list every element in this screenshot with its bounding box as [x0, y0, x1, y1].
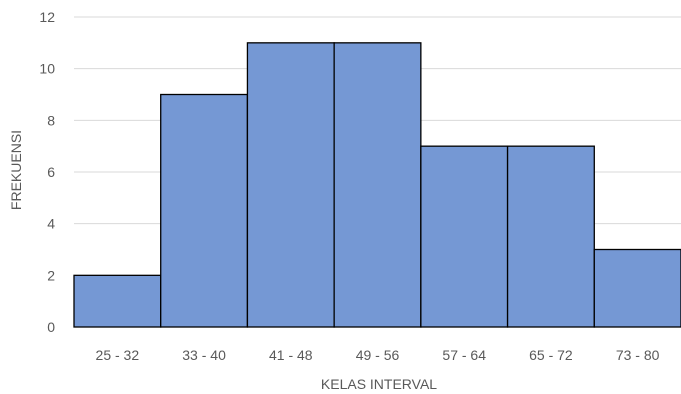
bar-5	[420, 145, 509, 328]
x-axis-ticks: 25 - 32 33 - 40 41 - 48 49 - 56 57 - 64 65 - …	[96, 347, 660, 363]
y-tick-label: 8	[47, 112, 55, 128]
x-tick-label: 33 - 40	[182, 347, 226, 363]
bar-2	[160, 93, 249, 328]
x-tick-label: 73 - 80	[616, 347, 660, 363]
y-tick-label: 10	[39, 61, 55, 77]
bar-4	[333, 42, 422, 328]
bar-6	[506, 145, 595, 328]
x-axis-title: KELAS INTERVAL	[321, 376, 437, 392]
bars	[73, 42, 681, 328]
y-tick-label: 4	[47, 216, 55, 232]
bar-1	[73, 274, 162, 328]
y-axis-title: FREKUENSI	[8, 130, 24, 210]
x-tick-label: 49 - 56	[356, 347, 400, 363]
x-tick-label: 65 - 72	[529, 347, 573, 363]
bar-3	[246, 42, 335, 328]
bar-7	[593, 248, 681, 328]
y-tick-label: 0	[47, 319, 55, 335]
x-tick-label: 57 - 64	[442, 347, 486, 363]
x-tick-label: 41 - 48	[269, 347, 313, 363]
y-tick-label: 6	[47, 164, 55, 180]
y-tick-label: 2	[47, 267, 55, 283]
y-axis-ticks: 0 2 4 6 8 10 12	[39, 9, 55, 335]
y-tick-label: 12	[39, 9, 55, 25]
x-tick-label: 25 - 32	[96, 347, 140, 363]
